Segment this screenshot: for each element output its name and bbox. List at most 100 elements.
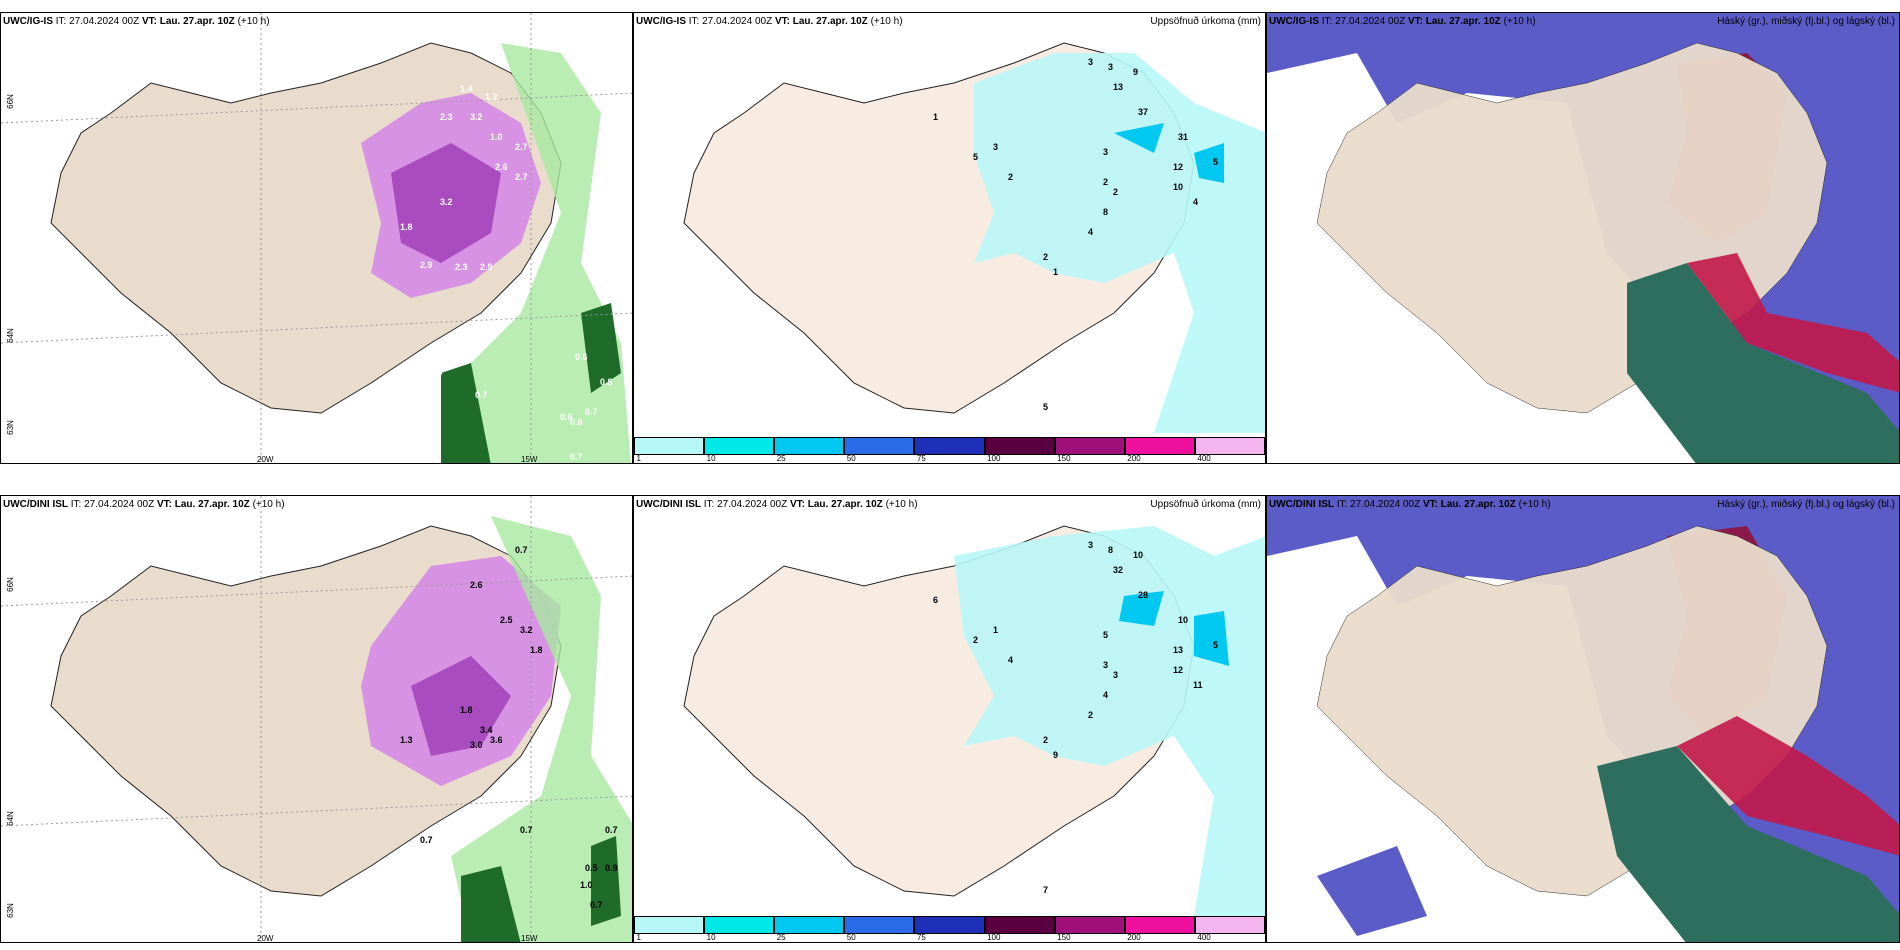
map-value-label: 8 xyxy=(1103,207,1109,217)
map-value-label: 0.6 xyxy=(570,417,583,427)
colorbar-swatch xyxy=(1194,916,1265,934)
colorbar-swatch xyxy=(844,916,915,934)
map-value-label: 1 xyxy=(933,112,939,122)
panel-subtitle: Uppsöfnuð úrkoma (mm) xyxy=(1150,499,1261,510)
map-value-label: 4 xyxy=(1103,690,1109,700)
colorbar-swatch xyxy=(774,916,845,934)
map-value-label: 3.2 xyxy=(440,197,453,207)
colorbar-tick-label: 25 xyxy=(776,933,786,942)
colorbar-tick-label: 10 xyxy=(706,933,716,942)
map-value-label: 2.9 xyxy=(420,260,433,270)
snow-map xyxy=(1,496,632,942)
lat-label-66n: 66N xyxy=(5,94,15,109)
map-panel-precip-igis: UWC/IG-IS IT: 27.04.2024 00Z VT: Lau. 27… xyxy=(633,12,1266,464)
map-value-label: 5 xyxy=(1103,630,1109,640)
map-value-label: 2.6 xyxy=(470,580,483,590)
map-value-label: 4 xyxy=(1008,655,1014,665)
map-value-label: 0.7 xyxy=(475,390,488,400)
panel-header: UWC/IG-IS IT: 27.04.2024 00Z VT: Lau. 27… xyxy=(3,16,270,27)
precip-colorbar: 1 10 25 50 75 100 150 200 400 xyxy=(634,437,1265,463)
map-value-label: 8 xyxy=(1108,545,1114,555)
map-value-label: 1.2 xyxy=(485,92,498,102)
map-value-label: 28 xyxy=(1138,590,1149,600)
map-value-label: 0.6 xyxy=(575,352,588,362)
colorbar-tick-label: 150 xyxy=(1057,454,1071,463)
colorbar-swatch xyxy=(704,437,775,455)
colorbar-tick-label: 10 xyxy=(706,454,716,463)
colorbar-swatch xyxy=(984,916,1055,934)
panel-subtitle: Háský (gr.), miðský (fj.bl.) og lágský (… xyxy=(1717,499,1895,510)
map-value-label: 3 xyxy=(993,142,999,152)
lat-label-63n: 63N xyxy=(5,903,15,918)
colorbar-swatch xyxy=(704,916,775,934)
map-value-label: 2 xyxy=(1008,172,1014,182)
map-value-label: 0.6 xyxy=(560,412,573,422)
map-value-label: 12 xyxy=(1173,665,1184,675)
colorbar-tick-label: 200 xyxy=(1127,933,1141,942)
colorbar-tick-label: 25 xyxy=(776,454,786,463)
map-value-label: 2.6 xyxy=(495,162,508,172)
map-panel-snow-dini: UWC/DINI ISL IT: 27.04.2024 00Z VT: Lau.… xyxy=(0,495,633,943)
map-value-label: 1 xyxy=(993,625,999,635)
lon-label-20w: 20W xyxy=(257,455,274,464)
map-value-label: 9 xyxy=(1133,67,1139,77)
lon-label-15w: 15W xyxy=(521,455,538,464)
map-value-label: 0.9 xyxy=(605,863,618,873)
map-value-label: 9 xyxy=(1053,750,1059,760)
map-value-label: 4 xyxy=(1193,197,1199,207)
map-value-label: 0.7 xyxy=(520,825,533,835)
colorbar-swatch xyxy=(634,916,705,934)
colorbar-tick-label: 400 xyxy=(1197,454,1211,463)
map-value-label: 3.2 xyxy=(470,112,483,122)
map-value-label: 2.5 xyxy=(500,615,513,625)
map-value-label: 3 xyxy=(1088,57,1094,67)
map-value-label: 13 xyxy=(1113,82,1124,92)
map-value-label: 1.4 xyxy=(460,84,473,94)
colorbar-swatch xyxy=(914,916,985,934)
map-value-label: 0.7 xyxy=(515,545,528,555)
map-value-label: 0.7 xyxy=(420,835,433,845)
map-value-label: 2 xyxy=(1043,252,1049,262)
colorbar-tick-label: 50 xyxy=(846,933,856,942)
colorbar-swatch xyxy=(914,437,985,455)
colorbar-swatch xyxy=(1124,437,1195,455)
map-value-label: 3.4 xyxy=(480,725,493,735)
map-value-label: 2.9 xyxy=(480,262,493,272)
map-value-label: 31 xyxy=(1178,132,1189,142)
map-value-label: 1.0 xyxy=(580,880,593,890)
colorbar-tick-label: 100 xyxy=(987,454,1001,463)
map-value-label: 3.0 xyxy=(470,740,483,750)
cloud-map xyxy=(1267,13,1899,463)
map-value-label: 3 xyxy=(1103,147,1109,157)
map-value-label: 3 xyxy=(1113,670,1119,680)
precip-map xyxy=(634,13,1265,463)
map-value-label: 1.0 xyxy=(490,132,503,142)
panel-header: UWC/IG-IS IT: 27.04.2024 00Z VT: Lau. 27… xyxy=(636,16,903,27)
map-value-label: 2.3 xyxy=(440,112,453,122)
map-panel-clouds-igis: UWC/IG-IS IT: 27.04.2024 00Z VT: Lau. 27… xyxy=(1266,12,1900,464)
colorbar-tick-label: 200 xyxy=(1127,454,1141,463)
map-value-label: 2.3 xyxy=(455,262,468,272)
map-value-label: 6 xyxy=(933,595,939,605)
colorbar-swatch xyxy=(634,437,705,455)
panel-header: UWC/DINI ISL IT: 27.04.2024 00Z VT: Lau.… xyxy=(636,499,918,510)
map-value-label: 12 xyxy=(1173,162,1184,172)
map-panel-clouds-dini: UWC/DINI ISL IT: 27.04.2024 00Z VT: Lau.… xyxy=(1266,495,1900,943)
map-value-label: 2 xyxy=(1103,177,1109,187)
colorbar-tick-label: 1 xyxy=(636,933,641,942)
lat-label-66n: 66N xyxy=(5,577,15,592)
map-value-label: 0.6 xyxy=(430,367,443,377)
map-value-label: 32 xyxy=(1113,565,1124,575)
map-panel-snow-igis: UWC/IG-IS IT: 27.04.2024 00Z VT: Lau. 27… xyxy=(0,12,633,464)
map-value-label: 11 xyxy=(1193,680,1203,690)
map-value-label: 0.7 xyxy=(570,452,583,462)
lat-label-64n: 64N xyxy=(5,328,15,343)
snow-map xyxy=(1,13,632,463)
colorbar-swatch xyxy=(844,437,915,455)
map-value-label: 1 xyxy=(1053,267,1059,277)
colorbar-swatch xyxy=(984,437,1055,455)
colorbar-tick-label: 50 xyxy=(846,454,856,463)
colorbar-swatch xyxy=(1054,916,1125,934)
map-value-label: 2 xyxy=(1088,710,1094,720)
map-value-label: 5 xyxy=(1213,157,1219,167)
